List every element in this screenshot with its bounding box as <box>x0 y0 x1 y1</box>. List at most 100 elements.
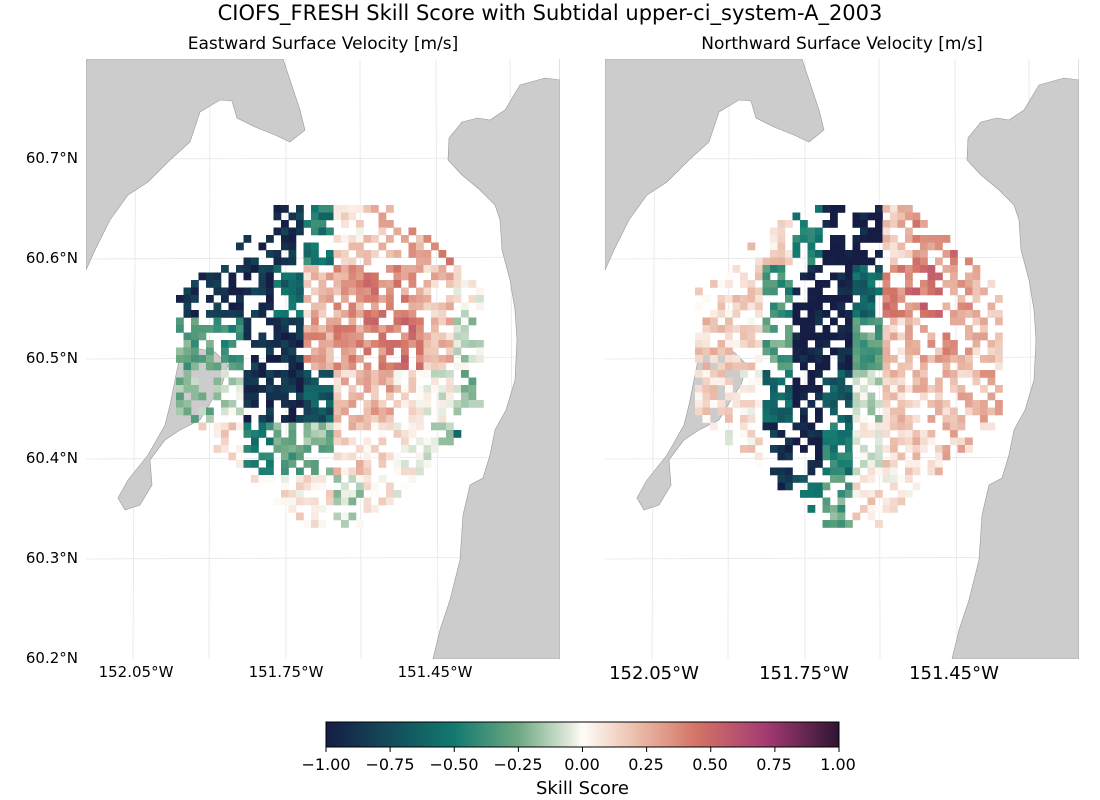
skill-cell <box>927 400 936 408</box>
skill-cell <box>288 212 297 221</box>
skill-cell <box>875 340 883 348</box>
skill-cell <box>386 362 394 371</box>
skill-cell <box>830 242 838 251</box>
skill-cell <box>702 415 711 423</box>
skill-cell <box>236 265 244 273</box>
skill-cell <box>942 340 951 348</box>
skill-cell <box>770 407 778 416</box>
skill-cell <box>905 272 913 281</box>
skill-cell <box>950 272 958 281</box>
skill-cell <box>830 272 838 281</box>
skill-cell <box>710 422 718 431</box>
skill-cell <box>408 242 417 251</box>
skill-cell <box>942 280 951 288</box>
skill-cell <box>371 370 379 378</box>
skill-cell <box>266 287 274 296</box>
skill-cell <box>191 355 199 363</box>
skill-cell <box>852 512 861 521</box>
skill-cell <box>221 445 229 453</box>
skill-cell <box>777 467 786 476</box>
skill-cell <box>273 355 282 363</box>
skill-cell <box>867 505 876 513</box>
skill-cell <box>905 362 913 371</box>
skill-cell <box>830 205 838 213</box>
skill-cell <box>296 280 304 288</box>
skill-cell <box>905 490 913 498</box>
skill-cell <box>860 385 868 393</box>
skill-cell <box>198 392 207 401</box>
skill-cell <box>860 400 868 408</box>
skill-cell <box>822 332 831 341</box>
skill-cell <box>356 460 364 468</box>
skill-cell <box>897 362 906 371</box>
skill-cell <box>867 400 876 408</box>
skill-cell <box>882 302 891 311</box>
skill-cell <box>363 415 372 423</box>
skill-cell <box>987 377 996 386</box>
skill-cell <box>830 452 838 461</box>
skill-cell <box>830 332 838 341</box>
skill-cell <box>288 400 297 408</box>
skill-cell <box>281 377 289 386</box>
skill-cell <box>386 220 394 228</box>
skill-cell <box>815 340 823 348</box>
skill-cell <box>333 437 342 446</box>
skill-cell <box>311 325 319 333</box>
skill-cell <box>732 265 741 273</box>
skill-cell <box>837 377 846 386</box>
skill-cell <box>296 272 304 281</box>
skill-cell <box>281 310 289 318</box>
skill-cell <box>228 452 237 461</box>
skill-cell <box>852 212 861 221</box>
skill-cell <box>912 482 921 491</box>
skill-cell <box>882 377 891 386</box>
skill-cell <box>897 400 906 408</box>
skill-cell <box>927 310 936 318</box>
skill-cell <box>311 257 319 266</box>
skill-cell <box>333 377 342 386</box>
skill-cell <box>363 422 372 431</box>
skill-cell <box>183 310 192 318</box>
skill-cell <box>875 347 883 356</box>
skill-cell <box>333 512 342 521</box>
skill-cell <box>311 422 319 431</box>
skill-cell <box>228 340 237 348</box>
skill-cell <box>972 377 981 386</box>
skill-cell <box>206 415 214 423</box>
skill-cell <box>920 392 928 401</box>
skill-cell <box>695 407 703 416</box>
skill-cell <box>243 430 252 438</box>
skill-cell <box>890 205 898 213</box>
skill-cell <box>183 347 192 356</box>
skill-cell <box>815 250 823 258</box>
skill-cell <box>957 437 966 446</box>
skill-cell <box>710 370 718 378</box>
skill-cell <box>348 475 357 483</box>
skill-cell <box>348 287 357 296</box>
skill-cell <box>288 385 297 393</box>
skill-cell <box>897 437 906 446</box>
skill-cell <box>363 295 372 303</box>
skill-cell <box>416 392 424 401</box>
skill-cell <box>852 250 861 258</box>
skill-cell <box>830 422 838 431</box>
skill-cell <box>830 385 838 393</box>
skill-cell <box>341 265 349 273</box>
skill-cell <box>288 430 297 438</box>
skill-cell <box>777 235 786 243</box>
skill-cell <box>221 287 229 296</box>
skill-cell <box>281 287 289 296</box>
skill-cell <box>815 355 823 363</box>
skill-cell <box>995 340 1003 348</box>
skill-cell <box>912 265 921 273</box>
skill-cell <box>266 467 274 476</box>
skill-cell <box>311 347 319 356</box>
skill-cell <box>401 482 409 491</box>
skill-cell <box>785 310 793 318</box>
skill-cell <box>732 392 741 401</box>
skill-cell <box>416 332 424 341</box>
skill-cell <box>438 250 447 258</box>
skill-cell <box>348 490 357 498</box>
skill-cell <box>341 332 349 341</box>
skill-cell <box>860 475 868 483</box>
